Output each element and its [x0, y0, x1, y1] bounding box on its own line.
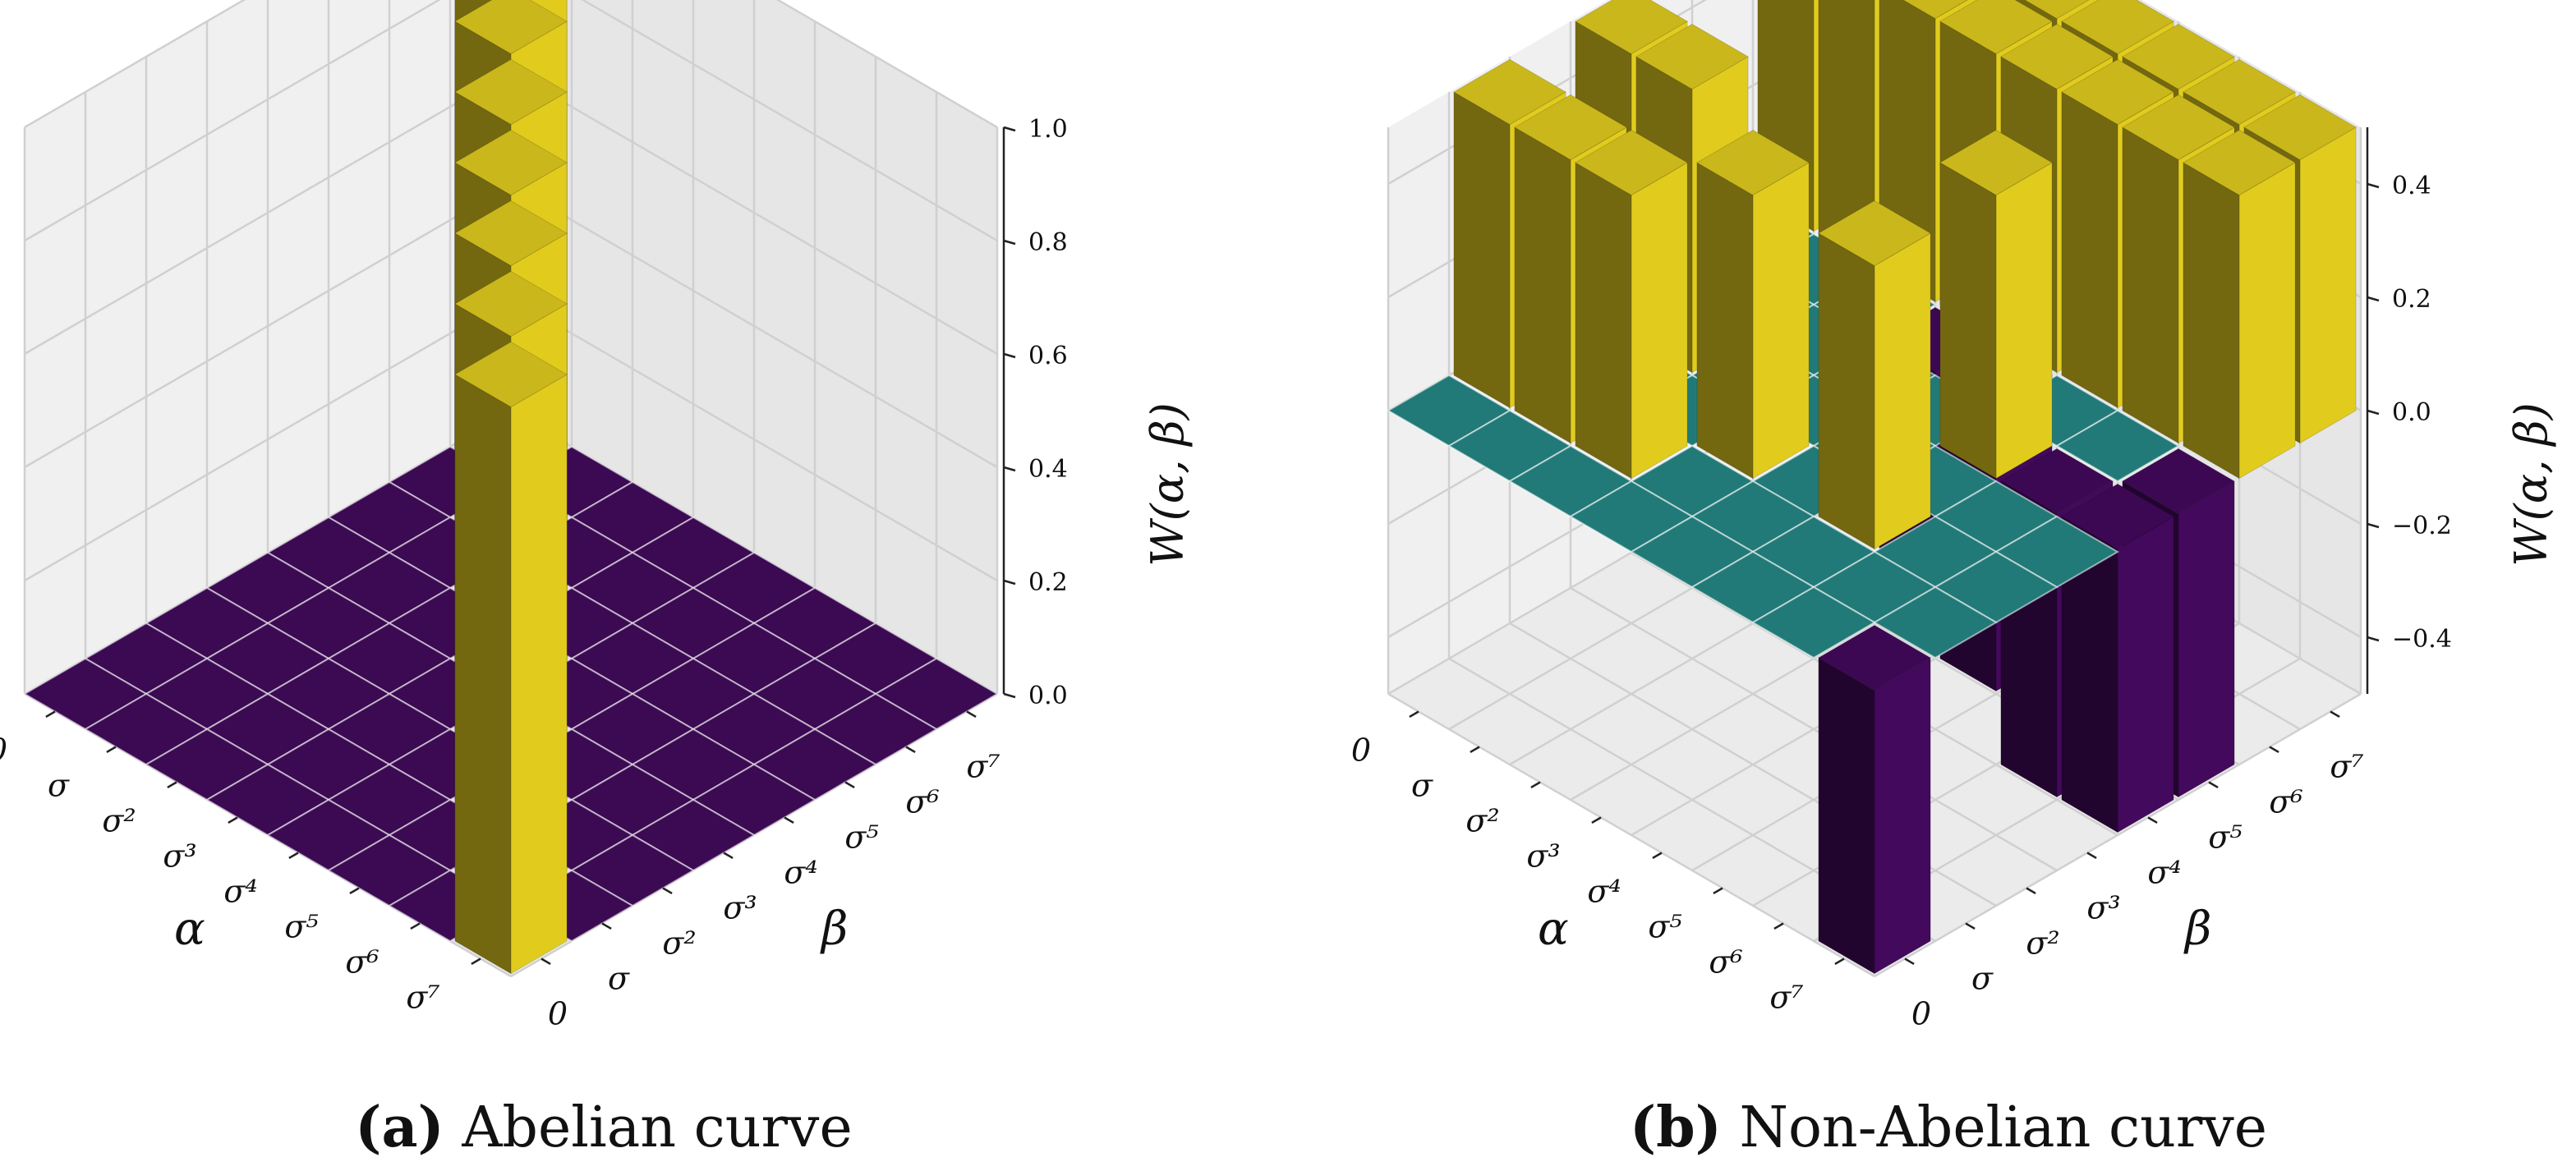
- z-tick-label: 1.0: [1028, 115, 1068, 144]
- caption-b-text: Non-Abelian curve: [1739, 1095, 2267, 1160]
- alpha-tick-label: σ⁶: [1709, 944, 1742, 980]
- alpha-tick-label: 0: [0, 732, 7, 769]
- caption-b: (b) Non-Abelian curve: [1630, 1095, 2267, 1160]
- alpha-tick-label: σ²: [102, 803, 136, 839]
- beta-tick-label: σ⁶: [2269, 784, 2302, 820]
- beta-tick-label: σ²: [662, 925, 696, 962]
- beta-tick-label: σ²: [2026, 925, 2059, 962]
- beta-tick-label: σ⁶: [905, 784, 939, 820]
- caption-b-letter: (b): [1630, 1095, 1722, 1160]
- caption-a-letter: (a): [355, 1095, 444, 1160]
- bar-a3-b2: [1697, 130, 1809, 478]
- bar-a7-b0: [455, 342, 567, 973]
- bar-a5-b2: [1819, 200, 1930, 549]
- alpha-tick-label: σ⁶: [345, 944, 379, 980]
- alpha-axis-label: α: [1538, 902, 1569, 956]
- alpha-tick-label: σ⁵: [1648, 909, 1681, 945]
- z-axis-label: W(α, β): [1142, 402, 1194, 567]
- z-tick-label: −0.2: [2392, 512, 2452, 540]
- alpha-tick-label: σ⁵: [284, 909, 318, 945]
- alpha-tick-label: σ⁴: [223, 874, 257, 910]
- beta-tick-label: σ³: [2086, 890, 2120, 926]
- bar-a5-b4: [1940, 130, 2052, 478]
- panel-a: 0 σ σ² σ³ σ⁴ σ⁵ σ⁶ σ⁷ 0 σ σ² σ³ σ⁴ σ⁵ σ⁶ σ⁷ 0.0 0.2 0.4 0.6…: [0, 0, 1194, 1032]
- z-tick-label: 0.2: [2392, 285, 2431, 314]
- alpha-tick-label: σ: [1411, 768, 1433, 804]
- caption-a-text: Abelian curve: [461, 1095, 852, 1160]
- z-tick-label: 0.0: [2392, 398, 2431, 427]
- alpha-tick-label: σ³: [1526, 838, 1560, 875]
- beta-tick-label: 0: [548, 996, 568, 1032]
- caption-a: (a) Abelian curve: [355, 1095, 852, 1160]
- beta-tick-label: σ⁵: [844, 820, 878, 856]
- figure: 0 σ σ² σ³ σ⁴ σ⁵ σ⁶ σ⁷ 0 σ σ² σ³ σ⁴ σ⁵ σ⁶ σ⁷ 0.0 0.2 0.4 0.6…: [0, 0, 2576, 1171]
- beta-tick-label: σ³: [723, 890, 757, 926]
- beta-axis-label: β: [2183, 902, 2211, 956]
- z-ticks: 0.0 0.2 0.4 0.6 0.8 1.0: [1004, 115, 1068, 710]
- beta-axis-label: β: [820, 902, 848, 956]
- beta-tick-label: σ⁴: [2147, 855, 2181, 891]
- beta-tick-label: σ⁵: [2208, 820, 2242, 856]
- z-tick-label: 0.8: [1028, 228, 1068, 257]
- beta-tick-label: σ⁴: [784, 855, 817, 891]
- beta-tick-label: σ⁷: [2330, 749, 2363, 785]
- z-tick-label: 0.0: [1028, 682, 1068, 710]
- beta-tick-label: σ: [608, 961, 630, 997]
- alpha-tick-label: σ²: [1465, 803, 1499, 839]
- z-ticks: −0.4 −0.2 0.0 0.2 0.4: [2367, 127, 2452, 694]
- alpha-tick-label: 0: [1351, 732, 1371, 769]
- beta-tick-label: 0: [1911, 996, 1931, 1032]
- panel-b: 0 σ σ² σ³ σ⁴ σ⁵ σ⁶ σ⁷ 0 σ σ² σ³ σ⁴ σ⁵ σ⁶ σ⁷ −0.4 −0.2 0.0 0…: [1351, 0, 2557, 1032]
- z-axis-label: W(α, β): [2505, 402, 2557, 567]
- alpha-tick-label: σ: [48, 768, 70, 804]
- alpha-axis-label: α: [174, 902, 205, 956]
- bar-a7-b6: [2183, 130, 2295, 478]
- alpha-tick-label: σ⁷: [406, 980, 439, 1016]
- beta-tick-label: σ⁷: [966, 749, 1000, 785]
- z-tick-label: 0.4: [1028, 455, 1068, 484]
- z-tick-label: −0.4: [2392, 625, 2452, 654]
- z-tick-label: 0.2: [1028, 568, 1068, 597]
- beta-tick-label: σ: [1971, 961, 1994, 997]
- z-tick-label: 0.6: [1028, 342, 1068, 370]
- bar-a7-b0: [1819, 625, 1930, 973]
- z-tick-label: 0.4: [2392, 172, 2431, 200]
- alpha-tick-label: σ⁷: [1769, 980, 1803, 1016]
- alpha-tick-label: σ⁴: [1587, 874, 1621, 910]
- bar-a2-b1: [1576, 130, 1687, 478]
- alpha-tick-label: σ³: [163, 838, 196, 875]
